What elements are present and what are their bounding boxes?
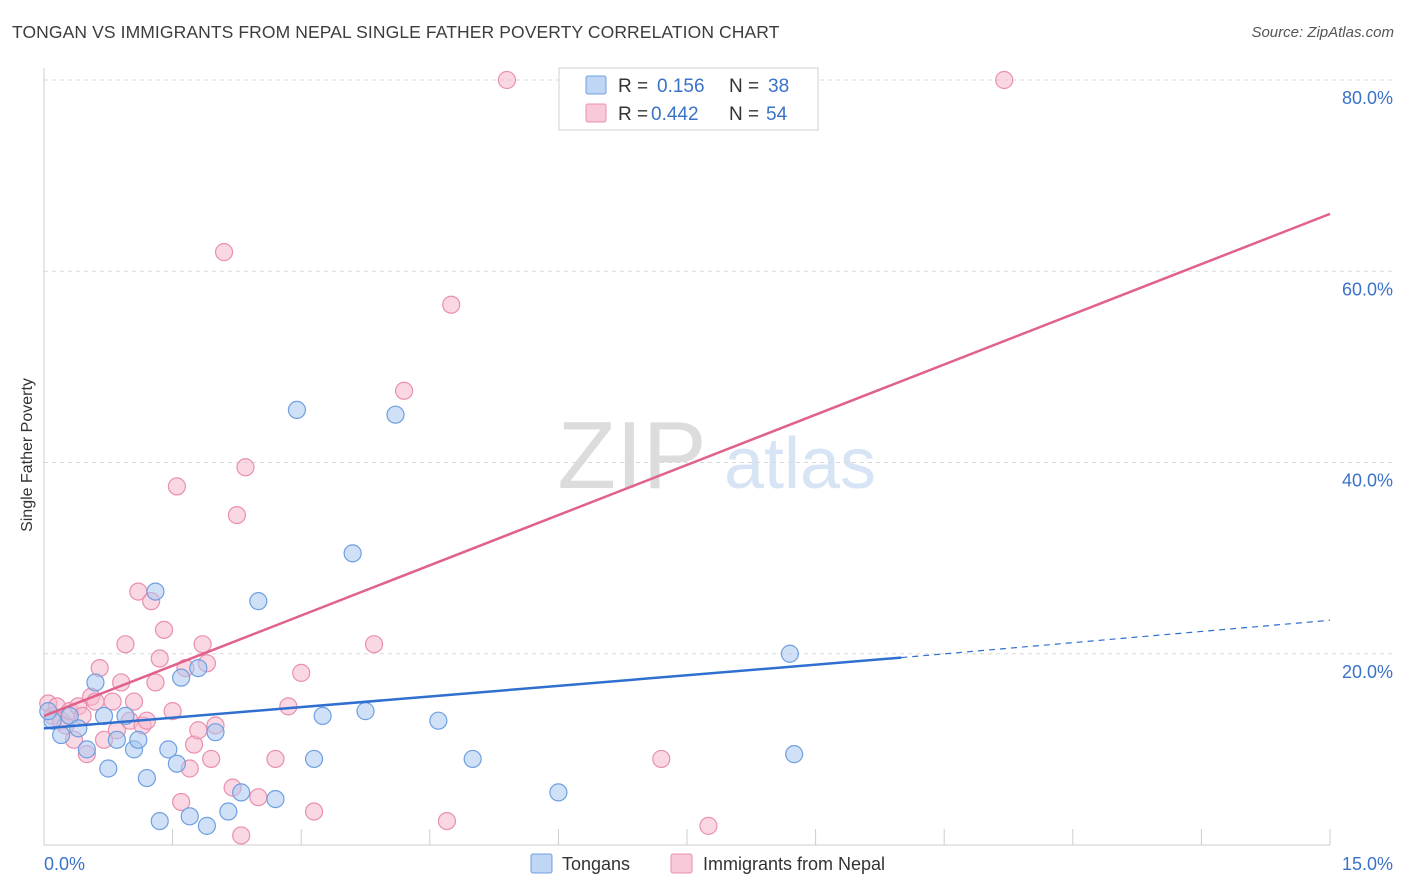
tongan-points xyxy=(39,400,804,835)
watermark: ZIP atlas xyxy=(557,402,876,509)
y-tick-labels: 20.0% 40.0% 60.0% 80.0% xyxy=(1342,88,1393,682)
nepal-point-28 xyxy=(167,477,186,496)
x-tick-labels: 0.0% 15.0% xyxy=(44,854,1393,874)
nepal-point-17 xyxy=(116,635,135,654)
nepal-trend-line xyxy=(43,212,1331,718)
nepal-point-54 xyxy=(699,816,718,835)
nepal-point-27 xyxy=(163,702,182,721)
nepal-point-34 xyxy=(193,635,212,654)
legend-swatch-tongans xyxy=(585,75,607,95)
series-legend: Tongans Immigrants from Nepal xyxy=(530,853,885,874)
nepal-point-45 xyxy=(279,697,298,716)
legend-n-value-1: 38 xyxy=(768,76,789,97)
nepal-point-26 xyxy=(154,620,174,639)
legend-n-label-1: N = xyxy=(729,76,759,97)
tongan-point-23 xyxy=(232,783,251,802)
trend-lines xyxy=(43,212,1331,730)
watermark-atlas: atlas xyxy=(724,424,876,504)
legend-r-label-2: R = xyxy=(618,104,648,125)
tongan-point-33 xyxy=(463,749,482,769)
nepal-point-41 xyxy=(232,826,251,845)
bottom-swatch-tongans xyxy=(530,853,553,874)
nepal-point-24 xyxy=(146,673,165,692)
correlation-legend: R = 0.156 N = 38 R = 0.442 N = 54 xyxy=(558,67,819,131)
y-tick-label-1: 40.0% xyxy=(1342,471,1393,491)
tongan-point-17 xyxy=(172,668,191,687)
nepal-point-42 xyxy=(236,458,255,477)
nepal-point-50 xyxy=(437,811,457,831)
tongan-point-2 xyxy=(60,706,79,726)
tongan-point-15 xyxy=(159,740,178,759)
tongan-point-26 xyxy=(287,400,307,420)
tongan-point-8 xyxy=(107,730,126,749)
legend-n-value-2: 54 xyxy=(766,104,788,125)
nepal-point-33 xyxy=(189,721,208,740)
tongan-point-19 xyxy=(189,658,208,678)
nepal-point-38 xyxy=(214,243,234,262)
gridlines xyxy=(44,79,1392,655)
tongan-point-31 xyxy=(386,405,405,424)
nepal-point-51 xyxy=(442,295,461,314)
tongan-point-36 xyxy=(785,745,804,764)
tongan-point-7 xyxy=(99,759,118,778)
tongan-point-29 xyxy=(343,544,362,563)
tongan-point-11 xyxy=(129,730,148,749)
bottom-swatch-nepal xyxy=(670,853,693,874)
y-tick-label-0: 20.0% xyxy=(1342,662,1393,682)
tongan-point-18 xyxy=(180,807,199,826)
tongan-trend-line xyxy=(43,656,902,730)
tongan-point-25 xyxy=(266,789,285,809)
tongan-point-14 xyxy=(150,811,169,831)
tongan-point-30 xyxy=(356,702,375,721)
tongan-point-5 xyxy=(86,673,105,692)
chart-title: TONGAN VS IMMIGRANTS FROM NEPAL SINGLE F… xyxy=(12,22,780,42)
nepal-point-43 xyxy=(249,788,268,807)
tongan-point-1 xyxy=(52,725,71,745)
nepal-point-52 xyxy=(497,70,517,90)
nepal-point-55 xyxy=(995,70,1014,90)
tongan-point-4 xyxy=(77,740,96,759)
legend-r-value-1: 0.156 xyxy=(657,76,705,97)
tongan-point-24 xyxy=(249,592,268,611)
legend-r-value-2: 0.442 xyxy=(651,104,699,125)
tongan-point-3 xyxy=(69,719,88,738)
x-tick-min: 0.0% xyxy=(44,854,85,874)
tongan-point-13 xyxy=(146,582,165,601)
tongan-point-20 xyxy=(197,816,216,835)
nepal-point-25 xyxy=(150,649,169,668)
tongan-point-32 xyxy=(429,711,448,730)
legend-swatch-nepal xyxy=(585,103,607,123)
tongan-point-34 xyxy=(549,783,568,802)
legend-r-label-1: R = xyxy=(618,76,648,97)
y-tick-label-2: 60.0% xyxy=(1342,279,1393,299)
nepal-point-46 xyxy=(292,663,311,682)
tongan-point-12 xyxy=(137,768,156,788)
tongan-point-28 xyxy=(313,706,332,726)
nepal-point-40 xyxy=(227,505,246,525)
tongan-point-16 xyxy=(167,754,186,773)
nepal-point-47 xyxy=(304,802,324,821)
tongan-point-22 xyxy=(219,802,238,821)
legend-label-tongans: Tongans xyxy=(562,854,630,874)
tongan-point-27 xyxy=(304,749,324,769)
x-tick-max: 15.0% xyxy=(1342,854,1393,874)
legend-n-label-2: N = xyxy=(729,104,759,125)
tongan-trend-extension xyxy=(901,619,1331,659)
tongan-point-35 xyxy=(780,644,799,663)
nepal-point-29 xyxy=(172,792,191,812)
nepal-point-14 xyxy=(103,692,122,711)
nepal-point-44 xyxy=(266,749,285,769)
y-tick-label-3: 80.0% xyxy=(1342,88,1393,108)
nepal-point-49 xyxy=(394,381,414,400)
source-credit: Source: ZipAtlas.com xyxy=(1251,24,1394,41)
tongan-point-21 xyxy=(206,723,225,742)
nepal-point-53 xyxy=(652,749,671,769)
nepal-point-36 xyxy=(202,749,221,769)
nepal-point-19 xyxy=(124,692,144,711)
watermark-zip: ZIP xyxy=(557,402,706,509)
nepal-point-48 xyxy=(364,635,384,654)
legend-label-nepal: Immigrants from Nepal xyxy=(703,854,885,874)
